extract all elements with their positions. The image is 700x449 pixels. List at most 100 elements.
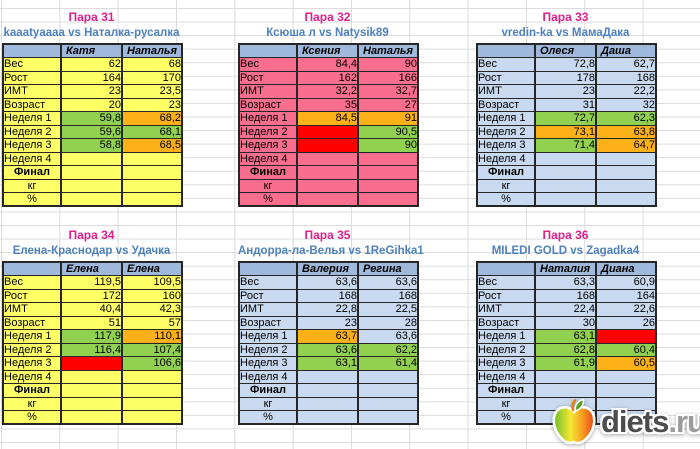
value-cell[interactable]: 22,8 <box>296 302 359 317</box>
row-label-cell[interactable]: Неделя 4 <box>476 151 536 166</box>
value-cell[interactable]: 61,9 <box>534 356 597 371</box>
value-cell[interactable]: 166 <box>357 70 419 85</box>
value-cell[interactable]: 63,7 <box>296 329 359 344</box>
value-cell[interactable]: 22,2 <box>595 84 657 99</box>
value-cell[interactable] <box>60 396 123 411</box>
row-label-cell[interactable]: Неделя 2 <box>2 124 62 139</box>
row-label-cell[interactable]: ИМТ <box>2 84 62 99</box>
row-label-cell[interactable]: Финал <box>2 383 62 398</box>
player-name-cell[interactable]: Валерия <box>296 261 359 276</box>
row-label-cell[interactable]: кг <box>238 178 298 193</box>
value-cell[interactable] <box>121 383 183 398</box>
value-cell[interactable]: 63,1 <box>296 356 359 371</box>
value-cell[interactable] <box>121 192 183 207</box>
value-cell[interactable]: 170 <box>121 70 183 85</box>
player-name-cell[interactable]: Наталья <box>121 43 183 58</box>
player-name-cell[interactable]: Даша <box>595 43 657 58</box>
value-cell[interactable] <box>60 410 123 425</box>
row-label-cell[interactable]: % <box>2 192 62 207</box>
row-label-cell[interactable]: Неделя 3 <box>476 356 536 371</box>
value-cell[interactable]: 63,8 <box>595 124 657 139</box>
value-cell[interactable] <box>121 151 183 166</box>
value-cell[interactable] <box>357 396 419 411</box>
value-cell[interactable]: 160 <box>121 288 183 303</box>
value-cell[interactable]: 57 <box>121 315 183 330</box>
row-label-cell[interactable]: кг <box>2 396 62 411</box>
value-cell[interactable]: 22,6 <box>595 302 657 317</box>
row-label-cell[interactable]: кг <box>2 178 62 193</box>
row-label-cell[interactable]: Рост <box>238 288 298 303</box>
value-cell[interactable] <box>357 410 419 425</box>
value-cell[interactable]: 90,5 <box>357 124 419 139</box>
value-cell[interactable] <box>296 165 359 180</box>
value-cell[interactable] <box>296 192 359 207</box>
value-cell[interactable]: 168 <box>595 70 657 85</box>
row-label-cell[interactable]: Неделя 1 <box>476 111 536 126</box>
value-cell[interactable]: 84,4 <box>296 57 359 72</box>
value-cell[interactable]: 68,1 <box>121 124 183 139</box>
row-label-cell[interactable]: % <box>476 410 536 425</box>
value-cell[interactable]: 109,5 <box>121 275 183 290</box>
value-cell[interactable]: 27 <box>357 97 419 112</box>
value-cell[interactable]: 164 <box>60 70 123 85</box>
row-label-cell[interactable]: Неделя 3 <box>2 138 62 153</box>
row-label-cell[interactable]: ИМТ <box>2 302 62 317</box>
row-label-cell[interactable]: Возраст <box>2 315 62 330</box>
value-cell[interactable] <box>595 410 657 425</box>
row-label-cell[interactable]: Рост <box>476 288 536 303</box>
value-cell[interactable] <box>60 383 123 398</box>
row-label-cell[interactable]: Вес <box>238 275 298 290</box>
value-cell[interactable] <box>296 124 359 139</box>
value-cell[interactable]: 68,2 <box>121 111 183 126</box>
value-cell[interactable] <box>60 356 123 371</box>
value-cell[interactable]: 63,6 <box>296 342 359 357</box>
player-name-cell[interactable]: Елена <box>60 261 123 276</box>
value-cell[interactable]: 62,2 <box>357 342 419 357</box>
value-cell[interactable]: 22,4 <box>534 302 597 317</box>
row-label-cell[interactable]: Рост <box>476 70 536 85</box>
row-label-cell[interactable]: Возраст <box>476 97 536 112</box>
row-label-cell[interactable]: % <box>2 410 62 425</box>
row-label-cell[interactable]: Неделя 3 <box>2 356 62 371</box>
value-cell[interactable]: 23 <box>534 84 597 99</box>
value-cell[interactable] <box>121 178 183 193</box>
value-cell[interactable] <box>595 192 657 207</box>
row-label-cell[interactable]: Рост <box>2 288 62 303</box>
row-label-cell[interactable]: Возраст <box>2 97 62 112</box>
value-cell[interactable]: 71,4 <box>534 138 597 153</box>
row-label-cell[interactable]: ИМТ <box>238 84 298 99</box>
value-cell[interactable]: 168 <box>534 288 597 303</box>
value-cell[interactable] <box>595 369 657 384</box>
value-cell[interactable] <box>357 151 419 166</box>
header-corner-cell[interactable] <box>476 43 536 58</box>
value-cell[interactable]: 60,4 <box>595 342 657 357</box>
value-cell[interactable]: 63,1 <box>534 329 597 344</box>
row-label-cell[interactable]: ИМТ <box>476 302 536 317</box>
player-name-cell[interactable]: Диана <box>595 261 657 276</box>
value-cell[interactable]: 59,6 <box>60 124 123 139</box>
value-cell[interactable] <box>296 410 359 425</box>
value-cell[interactable]: 72,8 <box>534 57 597 72</box>
row-label-cell[interactable]: ИМТ <box>476 84 536 99</box>
row-label-cell[interactable]: Рост <box>2 70 62 85</box>
player-name-cell[interactable]: Наталья <box>357 43 419 58</box>
value-cell[interactable] <box>357 369 419 384</box>
row-label-cell[interactable]: Неделя 1 <box>476 329 536 344</box>
value-cell[interactable]: 59,8 <box>60 111 123 126</box>
value-cell[interactable] <box>357 383 419 398</box>
value-cell[interactable]: 62 <box>60 57 123 72</box>
value-cell[interactable] <box>534 192 597 207</box>
row-label-cell[interactable]: Неделя 2 <box>476 124 536 139</box>
value-cell[interactable] <box>534 383 597 398</box>
value-cell[interactable] <box>534 369 597 384</box>
value-cell[interactable] <box>296 151 359 166</box>
value-cell[interactable]: 63,6 <box>357 275 419 290</box>
value-cell[interactable] <box>60 178 123 193</box>
value-cell[interactable]: 119,5 <box>60 275 123 290</box>
value-cell[interactable]: 168 <box>357 288 419 303</box>
row-label-cell[interactable]: Неделя 1 <box>238 111 298 126</box>
header-corner-cell[interactable] <box>238 43 298 58</box>
value-cell[interactable] <box>121 369 183 384</box>
player-name-cell[interactable]: Регина <box>357 261 419 276</box>
row-label-cell[interactable]: Неделя 3 <box>238 356 298 371</box>
